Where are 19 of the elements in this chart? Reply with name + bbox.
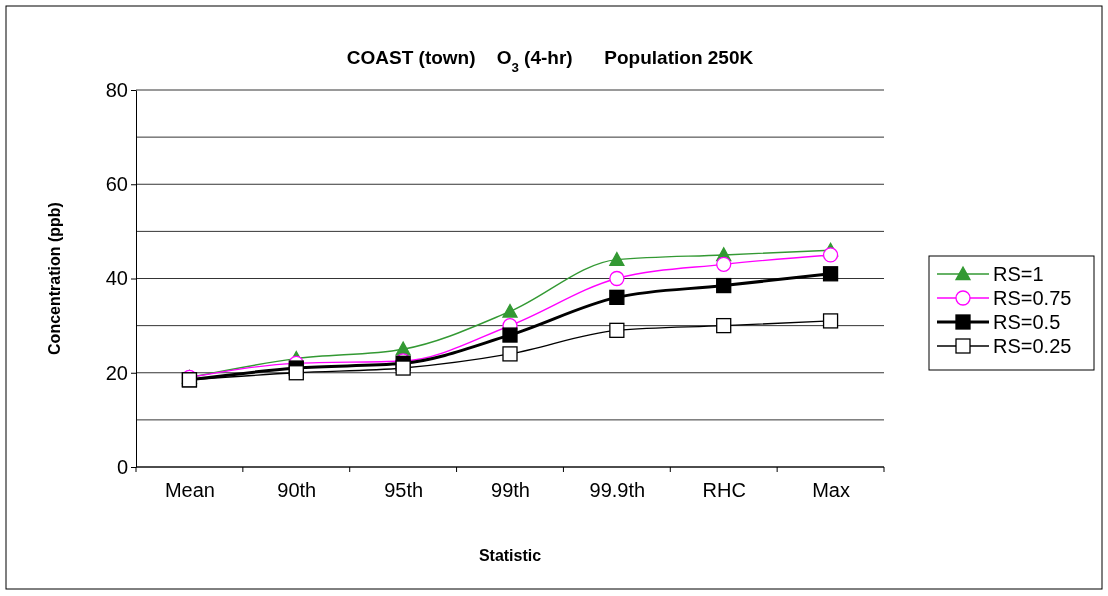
- x-tick-label: RHC: [702, 479, 746, 502]
- chart-title: COAST (town) O$_{3}$ (4-hr) Population 250K: [346, 47, 754, 75]
- x-tick-label: 90th: [277, 479, 317, 502]
- x-tick-label: Max: [812, 479, 850, 502]
- y-tick-label: 60: [105, 173, 128, 196]
- legend-label: RS=0.25: [993, 335, 1072, 357]
- y-axis-title: Concentration (ppb): [46, 202, 63, 355]
- x-tick-label: 99.9th: [589, 479, 646, 502]
- y-tick-label: 80: [105, 78, 128, 101]
- x-axis-title: Statistic: [478, 547, 542, 564]
- legend-label: RS=0.5: [993, 311, 1061, 333]
- legend-label: RS=1: [993, 263, 1044, 285]
- legend-label: RS=0.75: [993, 287, 1072, 309]
- x-tick-label: Mean: [164, 479, 215, 502]
- y-tick-label: 20: [105, 361, 128, 384]
- x-tick-label: 95th: [384, 479, 424, 502]
- x-tick-label: 99th: [491, 479, 530, 502]
- y-tick-label: 40: [105, 267, 128, 290]
- y-tick-label: 0: [116, 455, 128, 478]
